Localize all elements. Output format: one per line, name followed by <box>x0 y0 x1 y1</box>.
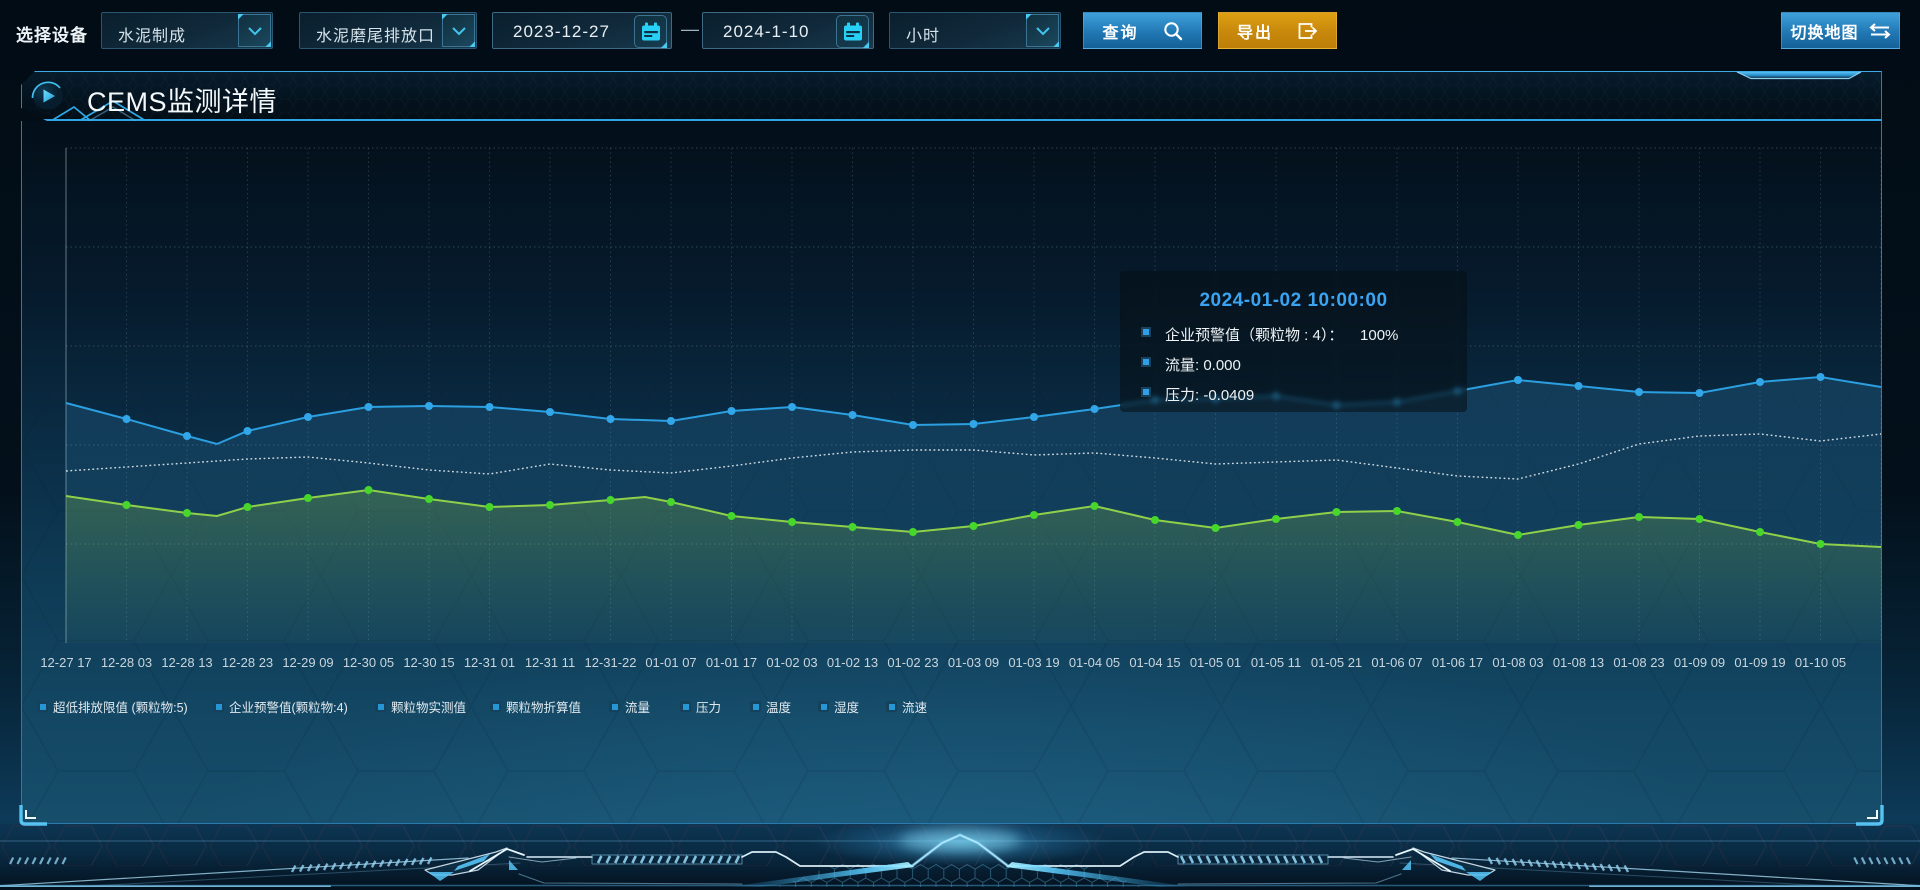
svg-text:12-28 13: 12-28 13 <box>161 655 212 670</box>
svg-text:01-08 03: 01-08 03 <box>1492 655 1543 670</box>
svg-text:12-28 03: 12-28 03 <box>101 655 152 670</box>
svg-text:01-01 07: 01-01 07 <box>645 655 696 670</box>
svg-text:12-28 23: 12-28 23 <box>222 655 273 670</box>
svg-text:01-02 03: 01-02 03 <box>766 655 817 670</box>
svg-text:01-05 11: 01-05 11 <box>1251 655 1301 670</box>
svg-text:01-08 13: 01-08 13 <box>1553 655 1604 670</box>
svg-text:01-03 19: 01-03 19 <box>1008 655 1059 670</box>
svg-text:12-29 09: 12-29 09 <box>282 655 333 670</box>
svg-text:12-27 17: 12-27 17 <box>40 655 91 670</box>
svg-text:12-31 01: 12-31 01 <box>464 655 515 670</box>
svg-text:01-04 15: 01-04 15 <box>1129 655 1180 670</box>
svg-text:01-06 17: 01-06 17 <box>1432 655 1483 670</box>
svg-text:12-31 11: 12-31 11 <box>525 655 575 670</box>
svg-text:01-01 17: 01-01 17 <box>706 655 757 670</box>
svg-text:01-06 07: 01-06 07 <box>1371 655 1422 670</box>
svg-text:01-02 13: 01-02 13 <box>827 655 878 670</box>
svg-text:01-03 09: 01-03 09 <box>948 655 999 670</box>
svg-text:01-04 05: 01-04 05 <box>1069 655 1120 670</box>
svg-text:01-09 09: 01-09 09 <box>1674 655 1725 670</box>
svg-text:01-10 05: 01-10 05 <box>1795 655 1846 670</box>
svg-text:01-08 23: 01-08 23 <box>1613 655 1664 670</box>
svg-text:12-30 05: 12-30 05 <box>343 655 394 670</box>
svg-text:01-02 23: 01-02 23 <box>887 655 938 670</box>
svg-text:12-31-22: 12-31-22 <box>584 655 636 670</box>
svg-text:12-30 15: 12-30 15 <box>403 655 454 670</box>
svg-text:01-09 19: 01-09 19 <box>1734 655 1785 670</box>
svg-text:01-05 21: 01-05 21 <box>1311 655 1362 670</box>
svg-text:01-05 01: 01-05 01 <box>1190 655 1241 670</box>
